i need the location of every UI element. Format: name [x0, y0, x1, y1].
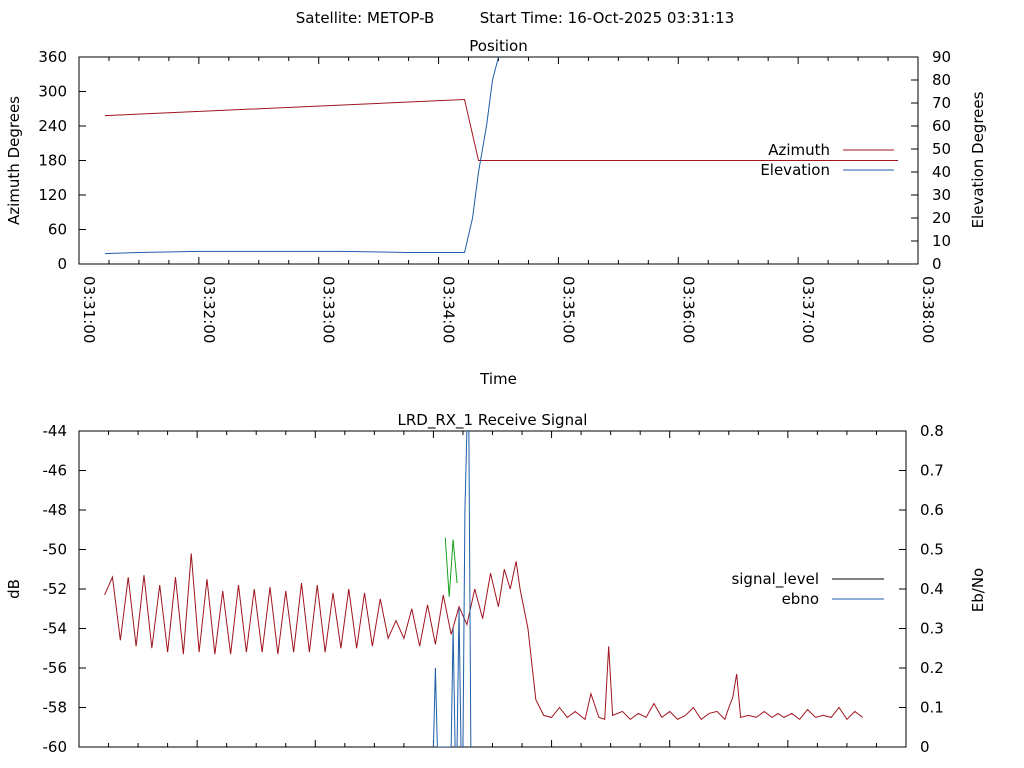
- position-y-tick-label: 60: [48, 221, 67, 239]
- position-y-tick-label: 180: [38, 152, 67, 170]
- receive-signal-y2-axis-label: Eb/No: [969, 568, 987, 612]
- receive-signal-y2-tick-label: 0: [920, 738, 930, 756]
- position-x-tick-label: 03:34:00: [440, 276, 458, 343]
- position-x-tick-label: 03:35:00: [559, 276, 577, 343]
- position-x-tick-label: 03:37:00: [799, 276, 817, 343]
- receive-signal-y2-tick-label: 0.7: [920, 462, 944, 480]
- receive-signal-y-tick-label: -48: [43, 501, 68, 519]
- position-x-tick-label: 03:36:00: [679, 276, 697, 343]
- satellite-label: Satellite: METOP-B: [296, 9, 435, 27]
- plots-layer: Position 03:31:00 03:32:00 03:33:00 03:34:00…: [5, 37, 987, 756]
- position-y2-tick-label: 50: [932, 140, 951, 158]
- receive-signal-y-tick-label: -46: [43, 462, 68, 480]
- position-x-axis-label: Time: [479, 370, 517, 388]
- position-y-tick-label: 360: [38, 48, 67, 66]
- position-legend-label-azimuth: Azimuth: [768, 141, 830, 159]
- receive-signal-legend-label-signal-level: signal_level: [731, 570, 819, 589]
- position-y-tick-label: 0: [57, 255, 67, 273]
- receive-signal-y2-tick-label: 0.2: [920, 659, 944, 677]
- position-y-tick-label: 120: [38, 186, 67, 204]
- receive-signal-y2-tick-label: 0.8: [920, 422, 944, 440]
- position-legend-label-elevation: Elevation: [760, 161, 830, 179]
- start-time-label: Start Time: 16-Oct-2025 03:31:13: [480, 9, 735, 27]
- position-y-tick-label: 300: [38, 83, 67, 101]
- receive-signal-y2-tick-label: 0.6: [920, 501, 944, 519]
- position-y2-tick-label: 20: [932, 209, 951, 227]
- receive-signal-y-axis-label: dB: [5, 579, 23, 599]
- receive-signal-series-signal-level-line: [104, 553, 863, 721]
- receive-signal-series-unnamed-line: [444, 537, 458, 597]
- position-y2-tick-label: 30: [932, 186, 951, 204]
- receive-signal-y-tick-label: -50: [43, 541, 68, 559]
- position-x-tick-label: 03:32:00: [200, 276, 218, 343]
- receive-signal-y-tick-label: -52: [43, 580, 68, 598]
- position-y2-tick-label: 10: [932, 232, 951, 250]
- position-y2-axis-label: Elevation Degrees: [969, 91, 987, 228]
- receive-signal-y-tick-label: -60: [43, 738, 68, 756]
- position-y2-tick-label: 0: [932, 255, 942, 273]
- receive-signal-y2-tick-label: 0.5: [920, 541, 944, 559]
- position-series-azimuth-line: [104, 99, 899, 161]
- receive-signal-legend-label-ebno: ebno: [782, 590, 819, 608]
- position-x-tick-label: 03:31:00: [80, 276, 98, 343]
- receive-signal-y2-tick-label: 0.4: [920, 580, 944, 598]
- receive-signal-y2-tick-label: 0.1: [920, 699, 944, 717]
- position-y-axis-label: Azimuth Degrees: [5, 96, 23, 225]
- receive-signal-plot-frame: [78, 430, 907, 748]
- receive-signal-y-tick-label: -44: [43, 422, 68, 440]
- position-series-elevation-line: [104, 57, 499, 255]
- position-title: Position: [469, 37, 527, 55]
- receive-signal-y-tick-label: -56: [43, 659, 68, 677]
- position-y2-tick-label: 90: [932, 48, 951, 66]
- position-y2-tick-label: 70: [932, 94, 951, 112]
- receive-signal-y2-tick-label: 0.3: [920, 620, 944, 638]
- receive-signal-y-tick-label: -54: [43, 620, 68, 638]
- receive-signal-title: LRD_RX_1 Receive Signal: [398, 411, 588, 430]
- receive-signal-series-ebno-line: [432, 431, 472, 747]
- position-y2-tick-label: 80: [932, 71, 951, 89]
- position-y2-tick-label: 60: [932, 117, 951, 135]
- position-y2-tick-label: 40: [932, 163, 951, 181]
- position-x-tick-label: 03:33:00: [320, 276, 338, 343]
- position-x-tick-label: 03:38:00: [919, 276, 937, 343]
- position-y-tick-label: 240: [38, 117, 67, 135]
- receive-signal-y-tick-label: -58: [43, 699, 68, 717]
